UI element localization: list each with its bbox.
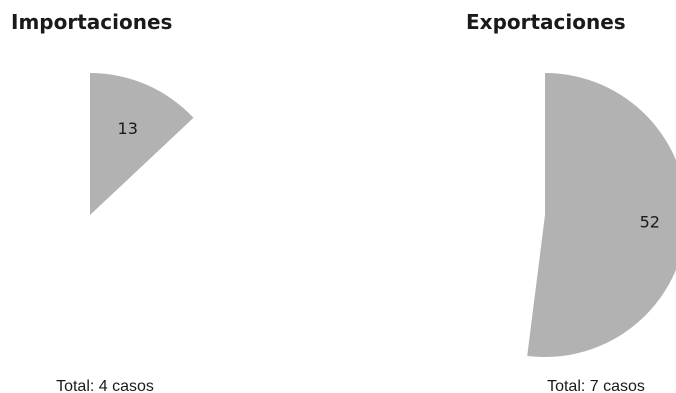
pie-chart-importaciones: Importaciones 13 Total: 4 casos <box>11 10 194 393</box>
chart-title-exportaciones: Exportaciones <box>466 10 626 34</box>
pie-chart-exportaciones: Exportaciones 52 Total: 7 casos <box>466 10 676 393</box>
pie-slice-importaciones <box>90 73 194 215</box>
total-label-importaciones: Total: 4 casos <box>56 378 154 393</box>
chart-title-importaciones: Importaciones <box>11 10 172 34</box>
pie-slice-exportaciones <box>527 73 676 357</box>
slice-label-exportaciones: 52 <box>640 213 660 232</box>
slice-label-importaciones: 13 <box>118 119 138 138</box>
total-label-exportaciones: Total: 7 casos <box>547 378 645 393</box>
